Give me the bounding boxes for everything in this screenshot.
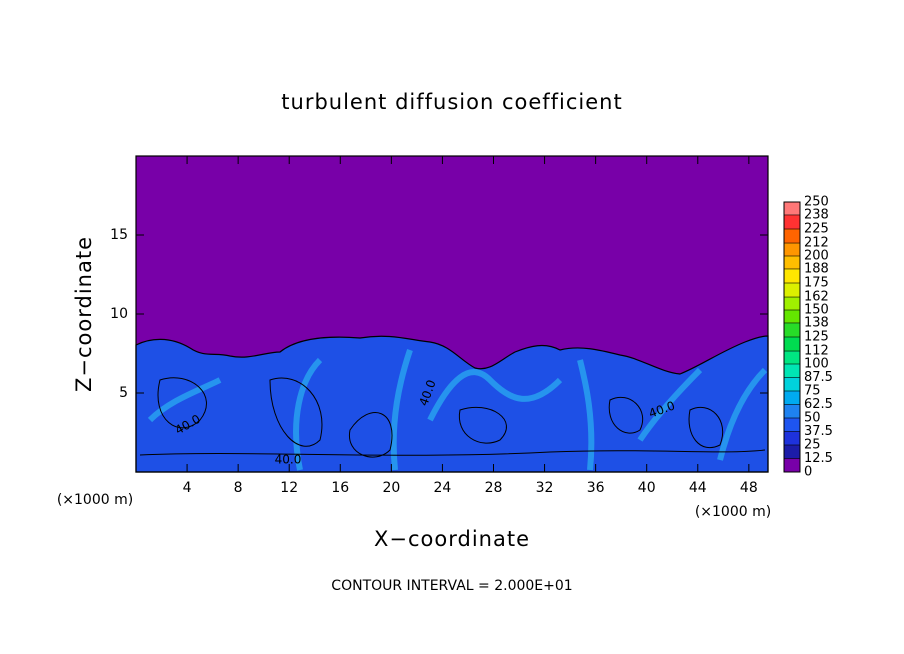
colorbar-label: 100 xyxy=(804,357,829,372)
x-axis-label: X−coordinate xyxy=(374,527,530,551)
x-tick-label: 8 xyxy=(234,480,243,496)
x-tick-label: 12 xyxy=(280,480,298,496)
colorbar-label: 12.5 xyxy=(804,451,833,466)
colorbar-band xyxy=(784,268,800,283)
colorbar-band xyxy=(784,243,800,256)
colorbar-band xyxy=(784,256,800,269)
colorbar-band xyxy=(784,377,800,391)
colorbar-band xyxy=(784,337,800,352)
colorbar-label: 138 xyxy=(804,315,829,330)
colorbar-band xyxy=(784,445,800,459)
colorbar-band xyxy=(784,322,800,337)
y-tick-label: 15 xyxy=(110,227,128,243)
colorbar-label: 62.5 xyxy=(804,397,833,412)
colorbar-label: 175 xyxy=(804,276,829,291)
colorbar-band xyxy=(784,364,800,378)
x-tick-label: 4 xyxy=(183,480,192,496)
field xyxy=(135,156,769,473)
colorbar-label: 125 xyxy=(804,330,829,345)
colorbar-label: 0 xyxy=(804,465,812,480)
colorbar-label: 112 xyxy=(804,344,829,359)
colorbar-band xyxy=(784,431,800,445)
footnote: CONTOUR INTERVAL = 2.000E+01 xyxy=(331,578,572,594)
colorbar-label: 87.5 xyxy=(804,370,833,385)
colorbar-label: 75 xyxy=(804,384,821,399)
chart-title: turbulent diffusion coefficient xyxy=(281,90,622,114)
colorbar-label: 37.5 xyxy=(804,424,833,439)
colorbar-label: 50 xyxy=(804,411,821,426)
x-unit: (×1000 m) xyxy=(695,504,771,520)
colorbar-band xyxy=(784,229,800,244)
colorbar-band xyxy=(784,391,800,405)
colorbar-band xyxy=(784,310,800,323)
contour-label: 40.0 xyxy=(275,453,302,467)
colorbar-band xyxy=(784,214,800,229)
x-tick-label: 32 xyxy=(536,480,554,496)
colorbar-label: 188 xyxy=(804,261,829,276)
y-tick-label: 5 xyxy=(119,385,128,401)
x-tick-label: 36 xyxy=(587,480,605,496)
colorbar-band xyxy=(784,418,800,432)
y-tick-label: 10 xyxy=(110,306,128,322)
colorbar-band xyxy=(784,458,800,472)
x-tick-label: 16 xyxy=(331,480,349,496)
colorbar-band xyxy=(784,297,800,310)
x-tick-label: 28 xyxy=(485,480,503,496)
y-axis-label: Z−coordinate xyxy=(72,236,96,392)
colorbar-band xyxy=(784,404,800,418)
colorbar-band xyxy=(784,202,800,215)
colorbar-band xyxy=(784,283,800,298)
y-unit: (×1000 m) xyxy=(57,492,133,508)
colorbar-label: 238 xyxy=(804,207,829,222)
colorbar-label: 200 xyxy=(804,249,829,264)
colorbar-label: 25 xyxy=(804,438,821,453)
x-tick-label: 40 xyxy=(638,480,656,496)
x-tick-label: 48 xyxy=(740,480,758,496)
colorbar-label: 150 xyxy=(804,303,829,318)
colorbar-band xyxy=(784,351,800,364)
colorbar-label: 162 xyxy=(804,290,829,305)
x-tick-label: 44 xyxy=(689,480,707,496)
streaks xyxy=(147,349,768,471)
colorbar-label: 250 xyxy=(804,195,829,210)
x-tick-label: 20 xyxy=(382,480,400,496)
x-tick-label: 24 xyxy=(434,480,452,496)
colorbar-label: 212 xyxy=(804,236,829,251)
colorbar-label: 225 xyxy=(804,222,829,237)
contour-lines xyxy=(139,377,766,458)
